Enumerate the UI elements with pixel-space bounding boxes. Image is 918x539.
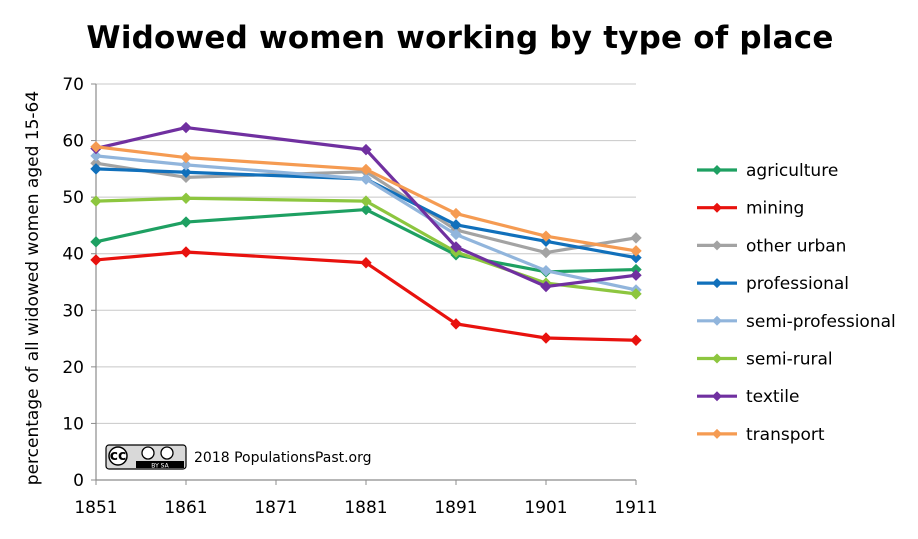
y-tick-label: 70	[62, 75, 84, 95]
y-axis-label: percentage of all widowed women aged 15-…	[23, 91, 43, 485]
y-tick-label: 10	[62, 414, 84, 434]
legend-label: semi-professional	[746, 312, 896, 332]
y-axis-ticks: 0 10 20 30 40 50 60 70	[62, 75, 84, 491]
legend-item-mining: mining	[697, 199, 804, 219]
legend-marker	[712, 353, 722, 364]
y-tick-label: 50	[62, 188, 84, 208]
data-point-transport	[630, 245, 642, 257]
series-line-transport	[95, 145, 637, 253]
chart-title: Widowed women working by type of place	[86, 20, 834, 56]
legend-item-agriculture: agriculture	[697, 161, 838, 181]
legend-marker	[712, 165, 722, 175]
legend-label: textile	[746, 387, 799, 407]
sa-icon	[160, 446, 174, 460]
x-tick-label: 1851	[74, 498, 117, 518]
legend-item-transport: transport	[697, 425, 825, 445]
data-point-other-urban	[540, 246, 552, 259]
y-tick-label: 0	[73, 471, 84, 491]
series-group	[90, 121, 642, 346]
series-line-agriculture	[95, 207, 637, 274]
y-tick-label: 40	[62, 245, 84, 265]
data-point-professional	[630, 251, 642, 264]
license-sub-text: BY SA	[151, 463, 169, 470]
series-line-professional	[95, 167, 637, 260]
y-tick-label: 60	[62, 132, 84, 152]
series-transport	[90, 141, 642, 257]
legend-label: transport	[746, 425, 825, 445]
cc-icon-text: cc	[110, 448, 127, 464]
data-point-textile	[630, 269, 642, 281]
data-point-mining	[180, 246, 192, 258]
legend-label: other urban	[746, 236, 846, 256]
data-point-agriculture	[90, 236, 102, 248]
legend-label: agriculture	[746, 161, 838, 181]
data-point-semi-professional	[90, 150, 102, 162]
series-line-textile	[95, 125, 637, 289]
legend: agriculture mining other urban professional…	[697, 161, 896, 445]
legend-item-semi-professional: semi-professional	[697, 312, 896, 332]
legend-item-other-urban: other urban	[697, 236, 846, 256]
legend-marker	[712, 278, 722, 289]
data-point-transport	[360, 163, 372, 176]
data-point-semi-professional	[180, 159, 192, 171]
credit-text: 2018 PopulationsPast.org	[194, 450, 372, 466]
data-point-mining	[360, 257, 372, 269]
by-icon	[141, 446, 155, 460]
legend-label: mining	[746, 199, 804, 219]
data-point-semi-professional	[540, 264, 552, 277]
data-point-agriculture	[180, 216, 192, 228]
data-point-textile	[540, 280, 552, 293]
x-tick-label: 1861	[164, 498, 207, 518]
x-tick-label: 1881	[344, 498, 387, 518]
legend-marker	[712, 202, 722, 213]
data-point-mining	[450, 318, 462, 330]
data-point-semi-rural	[90, 195, 102, 207]
x-tick-label: 1911	[614, 498, 657, 518]
legend-item-professional: professional	[697, 274, 849, 294]
data-point-textile	[360, 143, 372, 156]
license-strip	[136, 461, 184, 468]
data-point-mining	[90, 254, 102, 266]
data-point-transport	[450, 207, 462, 220]
data-point-semi-professional	[450, 228, 462, 241]
data-point-mining	[630, 334, 642, 346]
credit: cc BY SA 2018 PopulationsPast.org	[105, 444, 372, 470]
legend-item-semi-rural: semi-rural	[697, 350, 833, 370]
y-tick-label: 20	[62, 358, 84, 378]
x-tick-label: 1891	[434, 498, 477, 518]
data-point-semi-rural	[360, 195, 372, 207]
y-tick-label: 30	[62, 301, 84, 321]
data-point-semi-professional	[360, 173, 372, 185]
cc-icon	[108, 446, 128, 466]
data-point-transport	[90, 141, 102, 153]
data-point-agriculture	[360, 203, 372, 216]
data-point-semi-rural	[630, 288, 642, 300]
x-axis-ticks: 1851 1861 1871 1881 1891 1901 1911	[74, 498, 657, 518]
legend-marker	[712, 240, 722, 251]
data-point-other-urban	[630, 232, 642, 244]
legend-item-textile: textile	[697, 387, 799, 407]
data-point-professional	[180, 166, 192, 178]
legend-marker	[712, 315, 722, 326]
x-tick-label: 1871	[254, 498, 297, 518]
data-point-semi-rural	[180, 192, 192, 204]
legend-label: professional	[746, 274, 849, 294]
data-point-textile	[180, 121, 192, 134]
legend-label: semi-rural	[746, 350, 833, 370]
data-point-professional	[90, 163, 102, 175]
series-mining	[90, 246, 642, 346]
series-semi-professional	[90, 150, 642, 296]
data-point-transport	[540, 230, 552, 242]
data-point-transport	[180, 151, 192, 164]
legend-marker	[712, 428, 722, 439]
series-line-semi-professional	[95, 154, 637, 292]
data-point-textile	[450, 241, 462, 253]
series-line-mining	[95, 250, 637, 342]
data-point-mining	[540, 332, 552, 344]
x-tick-label: 1901	[524, 498, 567, 518]
legend-marker	[712, 391, 722, 402]
